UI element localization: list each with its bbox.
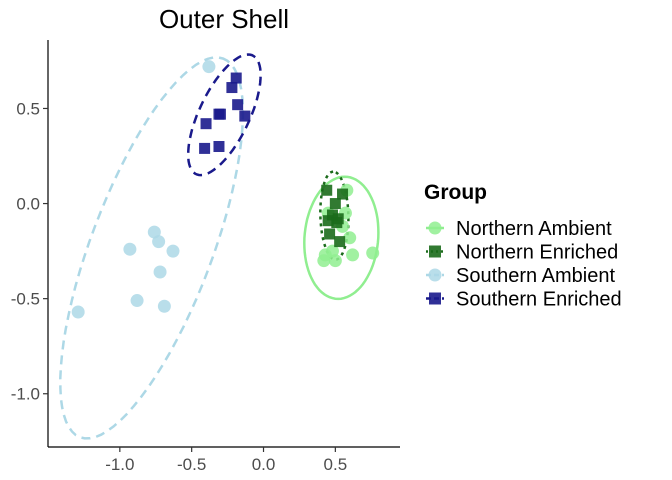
northern-ambient-legend-label: Northern Ambient: [456, 218, 612, 240]
northern-enriched-point: [334, 236, 346, 248]
southern-ambient-point: [153, 265, 167, 279]
y-tick-label: -0.5: [11, 290, 40, 309]
southern-enriched-point: [230, 72, 242, 84]
northern-ambient-point: [366, 246, 380, 260]
northern-ambient-legend-key: [428, 221, 442, 235]
southern-enriched-point: [200, 118, 212, 130]
axes: -1.0 -0.5 0.0 0.5 -1.0 -0.5 0.0 0.5: [11, 40, 400, 474]
northern-enriched-point: [329, 198, 341, 210]
northern-ambient-ellipse: [303, 175, 380, 301]
southern-enriched-point: [226, 82, 238, 94]
chart-title: Outer Shell: [159, 4, 289, 34]
southern-ambient-legend-label: Southern Ambient: [456, 265, 615, 287]
southern-enriched-legend-label: Southern Enriched: [456, 289, 622, 311]
northern-enriched-point: [321, 184, 333, 196]
northern-enriched-point: [332, 213, 344, 225]
y-tick-label: 0.5: [16, 99, 40, 118]
southern-enriched-legend-key: [429, 292, 441, 305]
northern-ambient-point: [343, 231, 357, 245]
northern-enriched-point: [322, 215, 334, 227]
y-tick-label: -1.0: [11, 385, 40, 404]
x-tick-label: -0.5: [177, 455, 206, 474]
southern-enriched-point: [232, 99, 244, 111]
y-tick-label: 0.0: [16, 195, 40, 214]
southern-ambient-point: [157, 299, 171, 313]
southern-enriched-ellipse: [186, 53, 262, 177]
southern-ambient-point: [202, 60, 216, 74]
southern-ambient-point: [123, 242, 137, 256]
southern-ambient-legend-key: [428, 268, 442, 282]
southern-ambient-point: [71, 305, 85, 319]
southern-enriched-point: [199, 142, 211, 154]
northern-enriched-legend-key: [429, 245, 441, 258]
southern-enriched-point: [213, 141, 225, 153]
x-tick-label: 0.5: [324, 455, 348, 474]
southern-enriched-point: [239, 110, 251, 122]
northern-enriched-point: [337, 188, 349, 200]
southern-ambient-point: [152, 235, 166, 249]
northern-enriched-legend-label: Northern Enriched: [456, 242, 618, 264]
southern-ambient-point: [130, 294, 144, 308]
x-tick-label: 0.0: [252, 455, 276, 474]
northern-ambient-point: [346, 248, 360, 262]
southern-ambient-ellipse: [59, 56, 245, 440]
southern-enriched-point: [214, 108, 226, 120]
northern-enriched-point: [326, 209, 338, 221]
southern-ambient-point: [166, 244, 180, 258]
data-points: [71, 60, 380, 319]
northern-ambient-point: [328, 254, 342, 268]
x-tick-label: -1.0: [105, 455, 134, 474]
northern-enriched-point: [324, 228, 336, 240]
legend-title: Group: [424, 181, 487, 204]
